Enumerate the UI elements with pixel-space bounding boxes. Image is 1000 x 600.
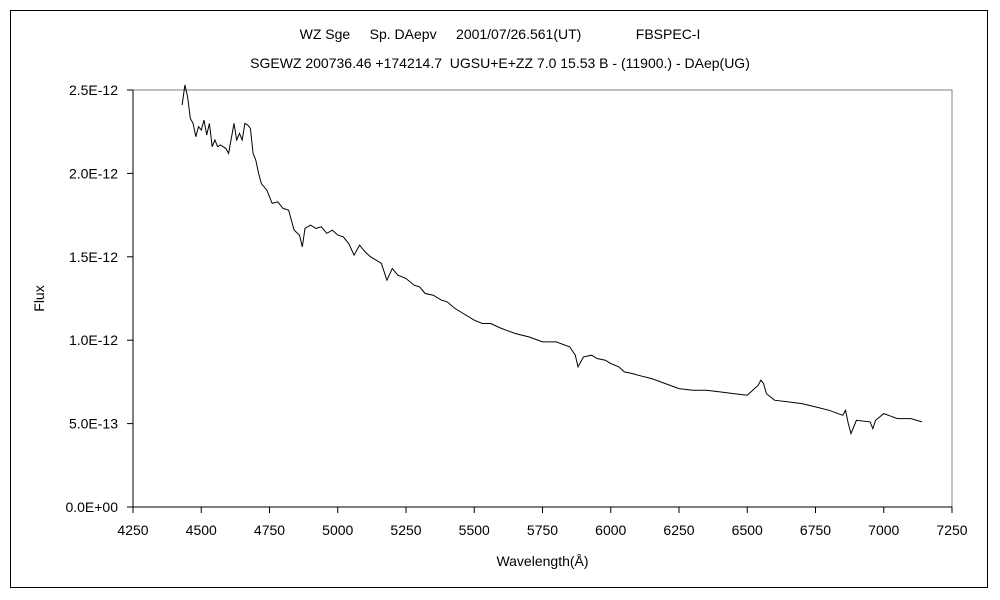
y-tick-label: 1.5E-12 xyxy=(69,249,118,265)
y-tick-label: 0.0E+00 xyxy=(65,499,118,515)
x-tick-label: 7250 xyxy=(936,522,967,538)
x-axis-label: Wavelength(Å) xyxy=(496,553,588,569)
y-tick-label: 1.0E-12 xyxy=(69,332,118,348)
x-tick-label: 5750 xyxy=(527,522,558,538)
y-axis-label: Flux xyxy=(31,285,47,311)
chart-title-line-1: WZ Sge Sp. DAepv 2001/07/26.561(UT) FBSP… xyxy=(299,26,701,42)
plot-area xyxy=(132,89,953,508)
x-tick-label: 4750 xyxy=(254,522,285,538)
x-tick-label: 6000 xyxy=(595,522,626,538)
x-tick-label: 6750 xyxy=(800,522,831,538)
x-tick-label: 4250 xyxy=(117,522,148,538)
x-tick-label: 5250 xyxy=(390,522,421,538)
y-tick-label: 2.5E-12 xyxy=(69,82,118,98)
x-tick-label: 6250 xyxy=(663,522,694,538)
y-tick-label: 5.0E-13 xyxy=(69,416,118,432)
x-tick-label: 4500 xyxy=(186,522,217,538)
series-line-0 xyxy=(181,84,923,436)
y-tick-label: 2.0E-12 xyxy=(69,165,118,181)
x-tick-label: 6500 xyxy=(732,522,763,538)
x-tick-label: 5000 xyxy=(322,522,353,538)
chart-title-line-2: SGEWZ 200736.46 +174214.7 UGSU+E+ZZ 7.0 … xyxy=(250,55,750,71)
x-tick-label: 5500 xyxy=(459,522,490,538)
x-tick-label: 7000 xyxy=(868,522,899,538)
chart-frame xyxy=(10,10,988,588)
